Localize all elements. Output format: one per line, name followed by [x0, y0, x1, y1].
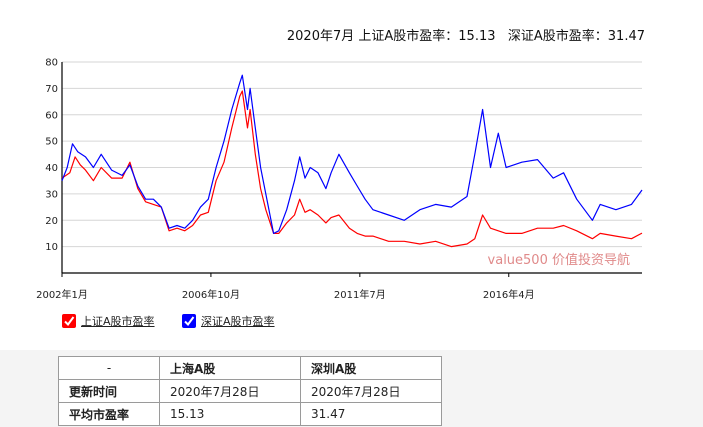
- legend-label-shenzhen: 深证A股市盈率: [201, 315, 275, 328]
- table-header-cell: 上海A股: [159, 356, 301, 380]
- x-tick-label: 2011年7月: [334, 288, 386, 301]
- x-tick-label: 2006年10月: [182, 288, 240, 301]
- y-tick-label: 60: [45, 110, 58, 121]
- series-line-shenzhen: [61, 74, 643, 234]
- table-cell: 15.13: [159, 402, 301, 426]
- x-tick-label: 2016年4月: [483, 288, 535, 301]
- checkbox-checked-icon: [182, 314, 196, 328]
- y-tick-label: 70: [45, 84, 58, 95]
- table-cell: 2020年7月28日: [300, 379, 442, 403]
- table-header-row: - 上海A股 深圳A股: [58, 356, 442, 380]
- table-row: 平均市盈率 15.13 31.47: [58, 402, 442, 426]
- checkbox-checked-icon: [62, 314, 76, 328]
- legend-item-shanghai[interactable]: 上证A股市盈率: [62, 313, 155, 329]
- legend-label-shanghai: 上证A股市盈率: [81, 315, 155, 328]
- x-tick-label: 2002年1月: [36, 288, 88, 301]
- y-tick-label: 20: [45, 216, 58, 227]
- chart-title: 2020年7月 上证A股市盈率：15.13 深证A股市盈率：31.47: [286, 29, 645, 44]
- pe-ratio-line-chart: 10 20 30 40 50 60 70 80 2002年1月 2006年10月 2011年7月 20…: [36, 58, 643, 301]
- legend-item-shenzhen[interactable]: 深证A股市盈率: [182, 313, 275, 329]
- watermark-text: value500 价值投资导航: [488, 252, 630, 268]
- y-tick-label: 30: [45, 189, 58, 200]
- y-tick-label: 80: [45, 58, 58, 69]
- series-line-shanghai: [61, 90, 643, 248]
- chart-panel: 2020年7月 上证A股市盈率：15.13 深证A股市盈率：31.47 10 20…: [0, 0, 703, 350]
- y-tick-label: 40: [45, 163, 58, 174]
- y-tick-label: 50: [45, 137, 58, 148]
- table-header-cell: -: [58, 356, 160, 380]
- grid-layer: [62, 61, 642, 248]
- axis-layer: 10 20 30 40 50 60 70 80 2002年1月 2006年10月 2011年7月 20…: [36, 58, 642, 301]
- y-tick-label: 10: [45, 242, 58, 253]
- table-row: 更新时间 2020年7月28日 2020年7月28日: [58, 379, 442, 403]
- table-row-label: 平均市盈率: [58, 402, 160, 426]
- table-row-label: 更新时间: [58, 379, 160, 403]
- series-layer: [61, 74, 643, 248]
- table-header-cell: 深圳A股: [300, 356, 442, 380]
- table-cell: 2020年7月28日: [159, 379, 301, 403]
- table-cell: 31.47: [300, 402, 442, 426]
- pe-summary-table: - 上海A股 深圳A股 更新时间 2020年7月28日 2020年7月28日 平…: [58, 356, 442, 426]
